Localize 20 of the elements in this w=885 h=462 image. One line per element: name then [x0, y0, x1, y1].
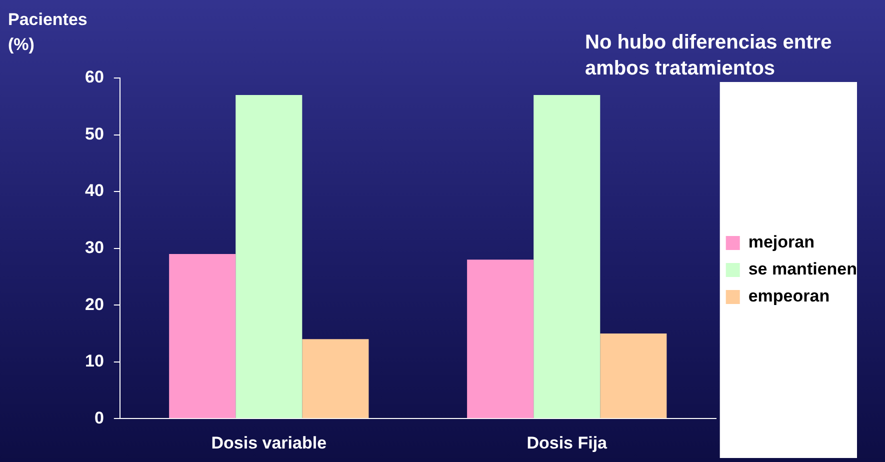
legend-label: se mantienen — [748, 260, 858, 279]
bar — [302, 339, 369, 418]
y-tick-label: 10 — [84, 352, 104, 371]
y-tick-label: 40 — [84, 181, 104, 200]
y-tick-label: 20 — [84, 294, 104, 314]
annotation: No hubo diferencias entre ambos tratamientos — [585, 32, 832, 80]
y-tick-label: 30 — [84, 238, 104, 257]
bar — [467, 260, 534, 418]
bar — [236, 95, 302, 418]
x-tick-label: Dosis variable — [211, 433, 327, 452]
y-tick-label: 60 — [84, 68, 104, 87]
y-tick-label: 0 — [94, 408, 104, 428]
y-tick-label: 50 — [84, 124, 104, 144]
legend-label: mejoran — [748, 232, 814, 252]
x-tick-label: Dosis Fija — [526, 433, 608, 452]
bar — [534, 95, 600, 418]
bar — [600, 333, 667, 418]
bar — [169, 254, 236, 418]
y-axis-title: Pacientes (%) — [8, 10, 88, 54]
legend-label: empeoran — [748, 286, 830, 306]
